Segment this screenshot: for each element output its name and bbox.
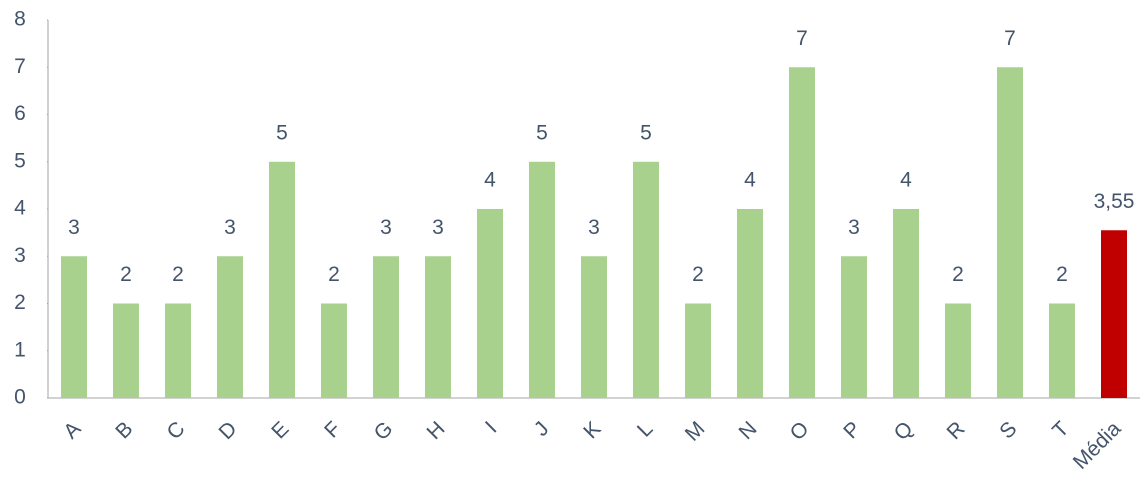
bar	[165, 303, 191, 398]
data-label: 5	[536, 121, 548, 144]
y-tick-label: 6	[14, 102, 26, 125]
data-label: 3	[224, 216, 236, 239]
data-label: 2	[120, 263, 132, 286]
data-label: 4	[484, 169, 496, 192]
y-tick-label: 7	[14, 55, 26, 78]
x-tick-label: G	[370, 417, 398, 445]
x-tick-label: N	[734, 417, 761, 444]
bar	[633, 161, 659, 398]
data-label: 2	[328, 263, 340, 286]
x-tick-label: T	[1048, 417, 1073, 442]
bar	[893, 209, 919, 398]
data-label: 3	[432, 216, 444, 239]
bar	[113, 303, 139, 398]
bar	[1049, 303, 1075, 398]
bar	[789, 67, 815, 398]
y-tick-label: 0	[14, 386, 26, 409]
data-label: 7	[1004, 27, 1016, 50]
x-tick-label: H	[422, 417, 449, 444]
bar	[581, 256, 607, 398]
y-tick-label: 5	[14, 149, 26, 172]
bar	[425, 256, 451, 398]
y-tick-label: 8	[14, 8, 26, 31]
x-tick-label: C	[162, 417, 189, 444]
bar	[945, 303, 971, 398]
x-tick-label: Média	[1069, 417, 1126, 474]
bar	[477, 209, 503, 398]
bar	[61, 256, 87, 398]
x-tick-label: O	[786, 417, 814, 445]
x-tick-label: Q	[890, 417, 918, 445]
x-tick-label: A	[59, 417, 85, 443]
y-tick-label: 3	[14, 244, 26, 267]
bar	[841, 256, 867, 398]
data-label: 2	[692, 263, 704, 286]
data-label: 3,55	[1094, 190, 1135, 213]
data-label: 4	[744, 169, 756, 192]
x-tick-label: J	[530, 417, 554, 441]
x-tick-label: F	[320, 417, 345, 442]
bar	[321, 303, 347, 398]
bar	[685, 303, 711, 398]
x-tick-label: S	[995, 417, 1021, 443]
data-label: 4	[900, 169, 912, 192]
x-tick-label: K	[579, 417, 605, 443]
y-tick-label: 2	[14, 291, 26, 314]
x-tick-label: D	[214, 417, 241, 444]
data-label: 2	[1056, 263, 1068, 286]
data-label: 7	[796, 27, 808, 50]
x-tick-label: B	[111, 417, 137, 443]
bar	[997, 67, 1023, 398]
bar	[269, 161, 295, 398]
bar	[529, 161, 555, 398]
data-label: 3	[380, 216, 392, 239]
data-label: 2	[952, 263, 964, 286]
x-tick-label: M	[681, 417, 710, 446]
data-label: 3	[848, 216, 860, 239]
x-tick-label: P	[839, 417, 865, 443]
x-tick-label: I	[481, 417, 501, 437]
y-tick-label: 1	[14, 338, 26, 361]
y-tick-label: 4	[14, 197, 26, 220]
bar	[373, 256, 399, 398]
data-label: 3	[588, 216, 600, 239]
x-tick-label: L	[633, 417, 658, 442]
bar	[737, 209, 763, 398]
data-label: 3	[68, 216, 80, 239]
data-label: 5	[276, 121, 288, 144]
data-label: 5	[640, 121, 652, 144]
bar	[217, 256, 243, 398]
x-tick-label: E	[267, 417, 293, 443]
bar	[1101, 230, 1127, 398]
data-label: 2	[172, 263, 184, 286]
x-tick-label: R	[942, 417, 969, 444]
